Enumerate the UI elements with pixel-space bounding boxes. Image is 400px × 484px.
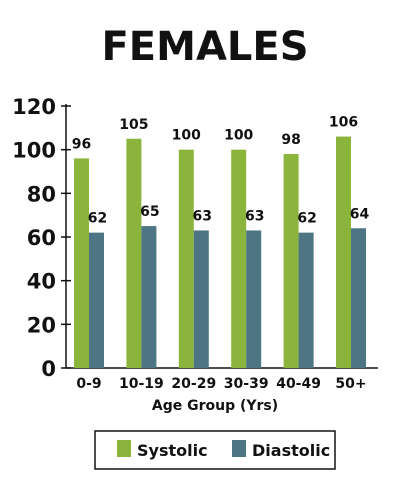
data-label-systolic: 100 [224, 128, 253, 144]
bar-diastolic [298, 232, 314, 368]
bar-diastolic [246, 230, 262, 368]
data-label-diastolic: 62 [88, 211, 107, 227]
bar-diastolic [89, 232, 104, 368]
bar-diastolic [141, 226, 157, 368]
y-tick-label: 20 [27, 313, 56, 337]
bar-diastolic [193, 230, 209, 368]
x-category-label: 10-19 [119, 376, 164, 392]
bar-systolic [231, 149, 247, 368]
x-category-label: 50+ [335, 376, 366, 392]
data-label-systolic: 100 [172, 128, 201, 144]
legend-box [94, 430, 336, 470]
y-tick-label: 60 [27, 226, 56, 250]
x-axis-label: Age Group (Yrs) [152, 398, 278, 414]
data-label-systolic: 98 [281, 132, 300, 148]
y-tick-label: 0 [41, 357, 56, 381]
data-label-systolic: 96 [72, 136, 91, 152]
x-category-label: 0-9 [76, 376, 101, 392]
data-label-diastolic: 62 [297, 211, 316, 227]
legend-swatch-systolic [117, 440, 131, 457]
y-tick-label: 40 [27, 270, 56, 294]
data-label-diastolic: 63 [245, 208, 264, 224]
data-label-diastolic: 64 [350, 206, 370, 222]
chart-title: FEMALES [101, 24, 308, 70]
bar-systolic [283, 154, 299, 368]
x-category-label: 20-29 [171, 376, 216, 392]
bar-systolic [178, 149, 194, 368]
y-tick-label: 120 [12, 95, 56, 119]
x-category-label: 30-39 [224, 376, 269, 392]
data-label-diastolic: 63 [193, 208, 212, 224]
legend-label-diastolic: Diastolic [252, 441, 330, 460]
legend-swatch-diastolic [232, 440, 246, 457]
data-label-diastolic: 65 [140, 204, 159, 220]
plot-area: 0 20 40 60 80 100 120 96 62 0-9 105 65 10-19 100 63 20-… [12, 95, 378, 392]
y-tick-label: 100 [12, 139, 56, 163]
bar-systolic [74, 158, 89, 368]
data-label-systolic: 106 [329, 115, 358, 131]
bar-systolic [336, 136, 351, 368]
legend: Systolic Diastolic [94, 430, 336, 470]
data-label-systolic: 105 [119, 117, 148, 133]
y-tick-label: 80 [27, 182, 56, 206]
bar-systolic [126, 138, 142, 368]
legend-label-systolic: Systolic [137, 441, 208, 460]
bar-diastolic [351, 228, 366, 368]
x-category-label: 40-49 [276, 376, 321, 392]
